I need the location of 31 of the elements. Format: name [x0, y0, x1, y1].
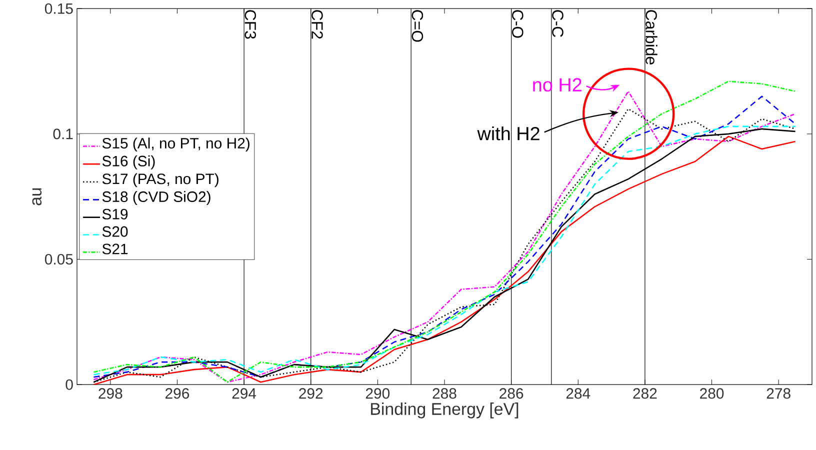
text: S15 (Al, no PT, no H2): [102, 138, 250, 152]
x-tick-label: 278: [766, 388, 790, 399]
x-tick-label: 280: [700, 388, 724, 399]
annotation: with H2: [477, 126, 540, 140]
ref-line-label: C-C: [552, 10, 564, 38]
x-tick-label: 292: [299, 388, 323, 399]
x-tick-label: 296: [166, 388, 190, 399]
x-tick-label: 286: [500, 388, 524, 399]
ref-line-label: CF2: [312, 10, 323, 39]
text: S18 (CVD SiO2): [102, 191, 210, 206]
y-tick-label: 0.05: [44, 254, 73, 265]
ref-line-label: C=O: [412, 10, 424, 42]
text: S16 (Si): [102, 156, 155, 170]
text: S20: [102, 226, 128, 238]
x-tick-label: 294: [232, 388, 256, 399]
ref-line-label: Carbide: [646, 10, 658, 65]
y-axis-title: au: [32, 188, 42, 206]
ref-line-label: C-O: [512, 10, 524, 38]
ref-line-label: CF3: [244, 10, 256, 39]
x-axis-title: Binding Energy [eV]: [371, 402, 518, 419]
text: S21: [102, 244, 128, 254]
text: S19: [102, 209, 128, 220]
x-tick-label: 282: [633, 388, 657, 399]
text: S17 (PAS, no PT): [102, 173, 218, 188]
x-tick-label: 298: [98, 388, 122, 399]
y-tick-label: 0.1: [53, 128, 73, 140]
x-tick-label: 290: [366, 388, 390, 399]
y-tick-label: 0: [66, 380, 73, 390]
y-tick-label: 0.15: [44, 4, 73, 14]
x-tick-label: 288: [432, 388, 456, 399]
x-tick-label: 284: [566, 388, 590, 399]
